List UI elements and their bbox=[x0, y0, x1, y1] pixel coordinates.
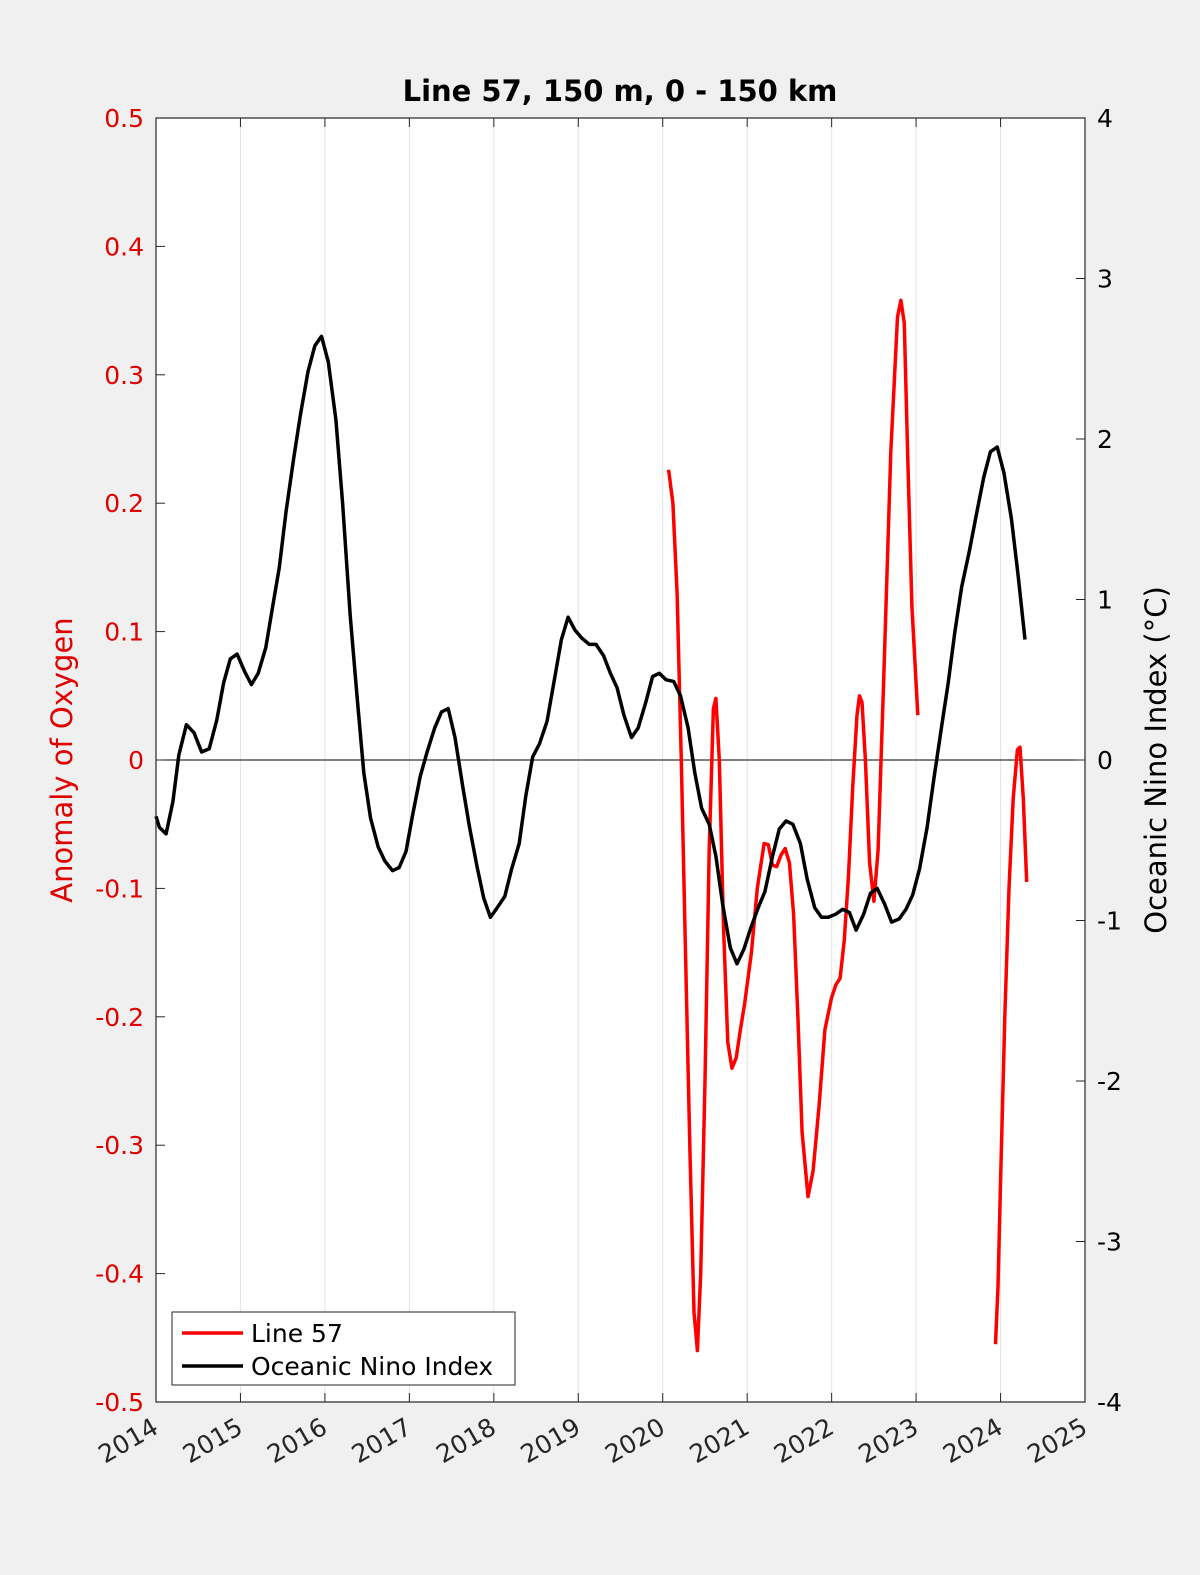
right-tick-label: -2 bbox=[1097, 1067, 1122, 1096]
right-tick-label: -3 bbox=[1097, 1228, 1122, 1257]
legend-box bbox=[171, 1311, 516, 1386]
right-axis-label: Oceanic Nino Index (°C) bbox=[1139, 586, 1173, 934]
legend-label-oni: Oceanic Nino Index bbox=[251, 1352, 493, 1381]
left-tick-label: 0.3 bbox=[104, 361, 144, 390]
x-tick-label: 2017 bbox=[347, 1412, 417, 1469]
left-tick-label: 0.5 bbox=[104, 104, 144, 133]
x-tick-label: 2020 bbox=[600, 1412, 670, 1469]
left-tick-label: 0.1 bbox=[104, 618, 144, 647]
left-tick-label: 0.4 bbox=[104, 232, 144, 261]
left-tick-label: -0.2 bbox=[95, 1003, 144, 1032]
x-tick-label: 2025 bbox=[1022, 1412, 1092, 1469]
left-tick-label: -0.3 bbox=[95, 1131, 144, 1160]
right-tick-label: 2 bbox=[1097, 425, 1113, 454]
x-tick-label: 2023 bbox=[853, 1412, 923, 1469]
line-57-series-line-1 bbox=[993, 745, 1029, 1345]
x-tick-label: 2014 bbox=[93, 1412, 163, 1469]
left-tick-label: 0 bbox=[128, 746, 144, 775]
legend: Line 57 Oceanic Nino Index bbox=[171, 1311, 516, 1386]
left-axis-label: Anomaly of Oxygen bbox=[45, 617, 79, 902]
series-layer bbox=[154, 298, 1029, 1353]
left-tick-label: 0.2 bbox=[104, 489, 144, 518]
line-57-series-line-0 bbox=[666, 298, 920, 1353]
chart-title: Line 57, 150 m, 0 - 150 km bbox=[403, 74, 838, 108]
x-tick-label: 2019 bbox=[516, 1412, 586, 1469]
oceanic-nino-index-series-line-0 bbox=[154, 334, 1027, 966]
legend-label-line-57: Line 57 bbox=[251, 1319, 343, 1348]
left-tick-label: -0.5 bbox=[95, 1388, 144, 1417]
x-tick-label: 2024 bbox=[938, 1412, 1008, 1469]
right-tick-label: 1 bbox=[1097, 586, 1113, 615]
x-tick-label: 2015 bbox=[178, 1412, 248, 1469]
x-tick-label: 2016 bbox=[262, 1412, 332, 1469]
right-tick-label: -4 bbox=[1097, 1388, 1122, 1417]
right-tick-label: 4 bbox=[1097, 104, 1113, 133]
x-tick-label: 2022 bbox=[769, 1412, 839, 1469]
axis-ticks: 2014 2015 2016 2017 2018 2019 2020 2021 2022 2023… bbox=[93, 104, 1122, 1469]
right-tick-label: 0 bbox=[1097, 746, 1113, 775]
right-tick-label: 3 bbox=[1097, 265, 1113, 294]
left-tick-label: -0.1 bbox=[95, 874, 144, 903]
x-tick-label: 2021 bbox=[685, 1412, 755, 1469]
x-tick-label: 2018 bbox=[431, 1412, 501, 1469]
left-tick-label: -0.4 bbox=[95, 1260, 144, 1289]
right-tick-label: -1 bbox=[1097, 907, 1122, 936]
